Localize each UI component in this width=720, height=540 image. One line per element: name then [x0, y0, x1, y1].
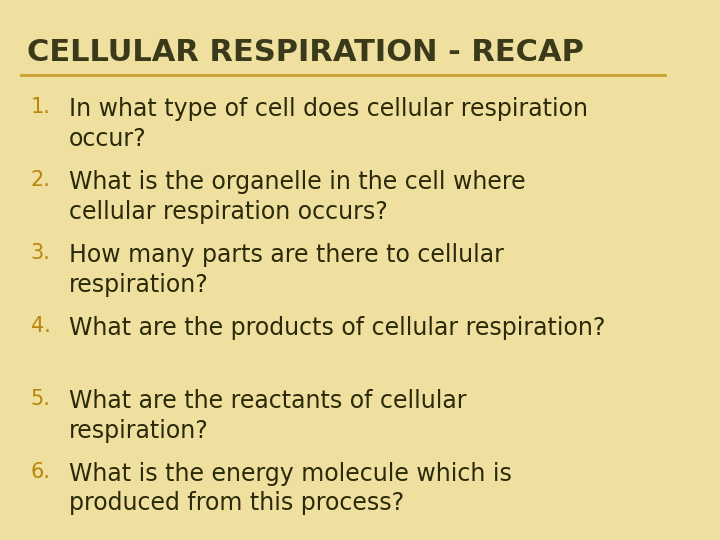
Text: 5.: 5. [31, 389, 50, 409]
Text: In what type of cell does cellular respiration
occur?: In what type of cell does cellular respi… [68, 97, 588, 151]
Text: 3.: 3. [31, 243, 50, 263]
Text: CELLULAR RESPIRATION - RECAP: CELLULAR RESPIRATION - RECAP [27, 38, 585, 67]
Text: What are the reactants of cellular
respiration?: What are the reactants of cellular respi… [68, 389, 466, 442]
Text: 2.: 2. [31, 170, 50, 190]
Text: 1.: 1. [31, 97, 50, 117]
Text: 4.: 4. [31, 316, 50, 336]
Text: How many parts are there to cellular
respiration?: How many parts are there to cellular res… [68, 243, 503, 296]
Text: What is the energy molecule which is
produced from this process?: What is the energy molecule which is pro… [68, 462, 511, 515]
Text: What are the products of cellular respiration?: What are the products of cellular respir… [68, 316, 605, 340]
Text: 6.: 6. [31, 462, 51, 482]
Text: What is the organelle in the cell where
cellular respiration occurs?: What is the organelle in the cell where … [68, 170, 525, 224]
